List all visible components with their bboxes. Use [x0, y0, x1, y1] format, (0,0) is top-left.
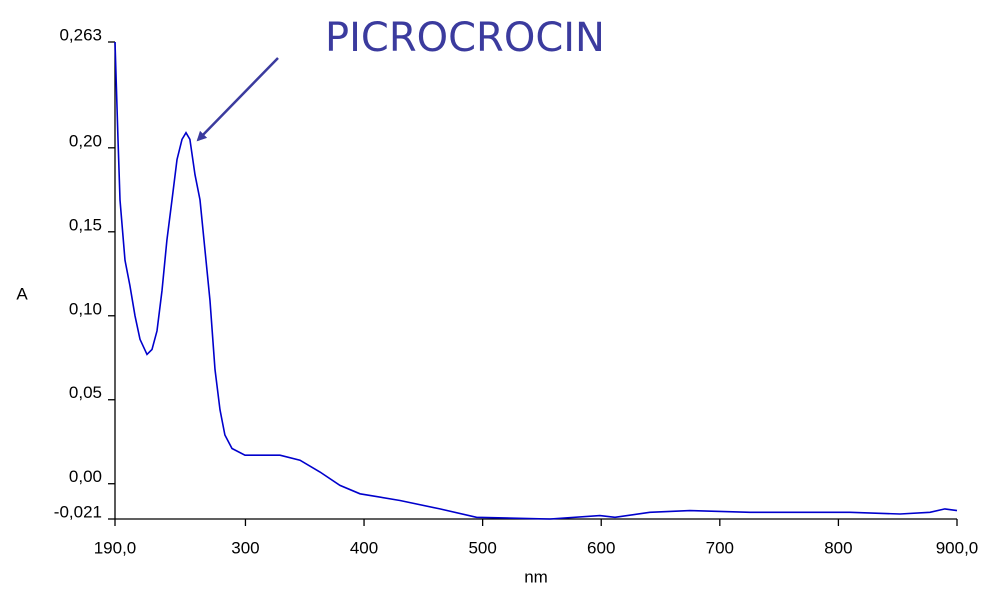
spectrum-line [114, 41, 958, 520]
y-tick-label: 0,00 [69, 467, 102, 486]
annotation-arrow [196, 57, 279, 142]
x-axis-label: nm [524, 567, 548, 586]
y-tick-label: 0,05 [69, 383, 102, 402]
y-axis-label: A [16, 284, 28, 303]
y-tick-label: 0,10 [69, 299, 102, 318]
x-tick-label: 900,0 [936, 538, 979, 557]
x-tick-label: 600 [587, 538, 615, 557]
y-tick-label: 0,20 [69, 131, 102, 150]
y-tick-label: 0,15 [69, 215, 102, 234]
annotation: PICROCROCIN [325, 15, 605, 61]
x-tick-label: 700 [706, 538, 734, 557]
x-tick-label: 300 [231, 538, 259, 557]
x-tick-label: 190,0 [94, 538, 137, 557]
y-tick-label: 0,263 [59, 25, 102, 44]
y-tick-label: -0,021 [54, 502, 102, 521]
x-tick-label: 500 [468, 538, 496, 557]
x-tick-label: 400 [350, 538, 378, 557]
x-tick-label: 800 [824, 538, 852, 557]
